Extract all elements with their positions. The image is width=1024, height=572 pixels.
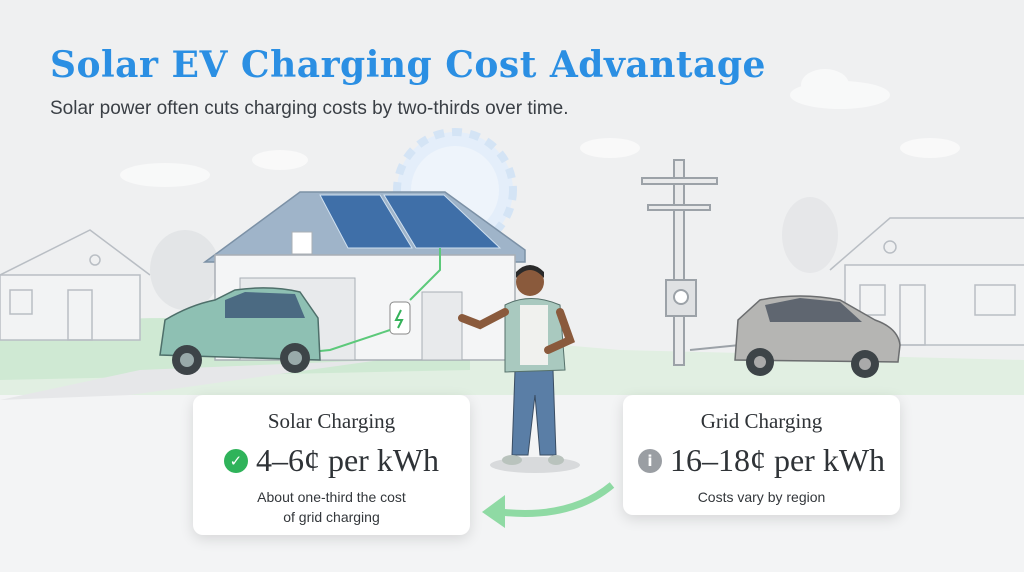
solar-panels <box>319 194 502 249</box>
solar-price: 4–6¢ per kWh <box>255 442 440 478</box>
neighbor-house-left <box>0 229 151 341</box>
card-title: Grid Charging <box>700 409 823 433</box>
utility-pole <box>641 159 741 366</box>
note-line: About one-third the cost <box>257 489 406 505</box>
solar-ev-car <box>159 287 321 375</box>
card-title: Solar Charging <box>267 409 396 433</box>
card-note: About one-third the cost of grid chargin… <box>193 487 470 527</box>
clouds <box>120 69 960 187</box>
solar-charging-card: Solar Charging ✓ 4–6¢ per kWh About one-… <box>193 395 470 535</box>
grid-price: 16–18¢ per kWh <box>669 442 886 478</box>
card-note: Costs vary by region <box>697 489 826 505</box>
price-row: i 16–18¢ per kWh <box>623 442 900 479</box>
arrow-icon <box>482 482 615 528</box>
page-title: Solar EV Charging Cost Advantage <box>50 44 766 86</box>
info-circle-icon: i <box>637 448 662 473</box>
grid-charging-card: Grid Charging i 16–18¢ per kWh Costs var… <box>623 395 900 515</box>
check-circle-icon: ✓ <box>223 448 248 473</box>
grid-ev-car <box>734 295 901 378</box>
driveway <box>0 360 380 400</box>
person-figure <box>458 265 580 473</box>
page-subtitle: Solar power often cuts charging costs by… <box>50 98 569 119</box>
note-line: of grid charging <box>283 509 380 525</box>
wall-charger-icon <box>389 301 411 335</box>
price-row: ✓ 4–6¢ per kWh <box>193 442 470 479</box>
